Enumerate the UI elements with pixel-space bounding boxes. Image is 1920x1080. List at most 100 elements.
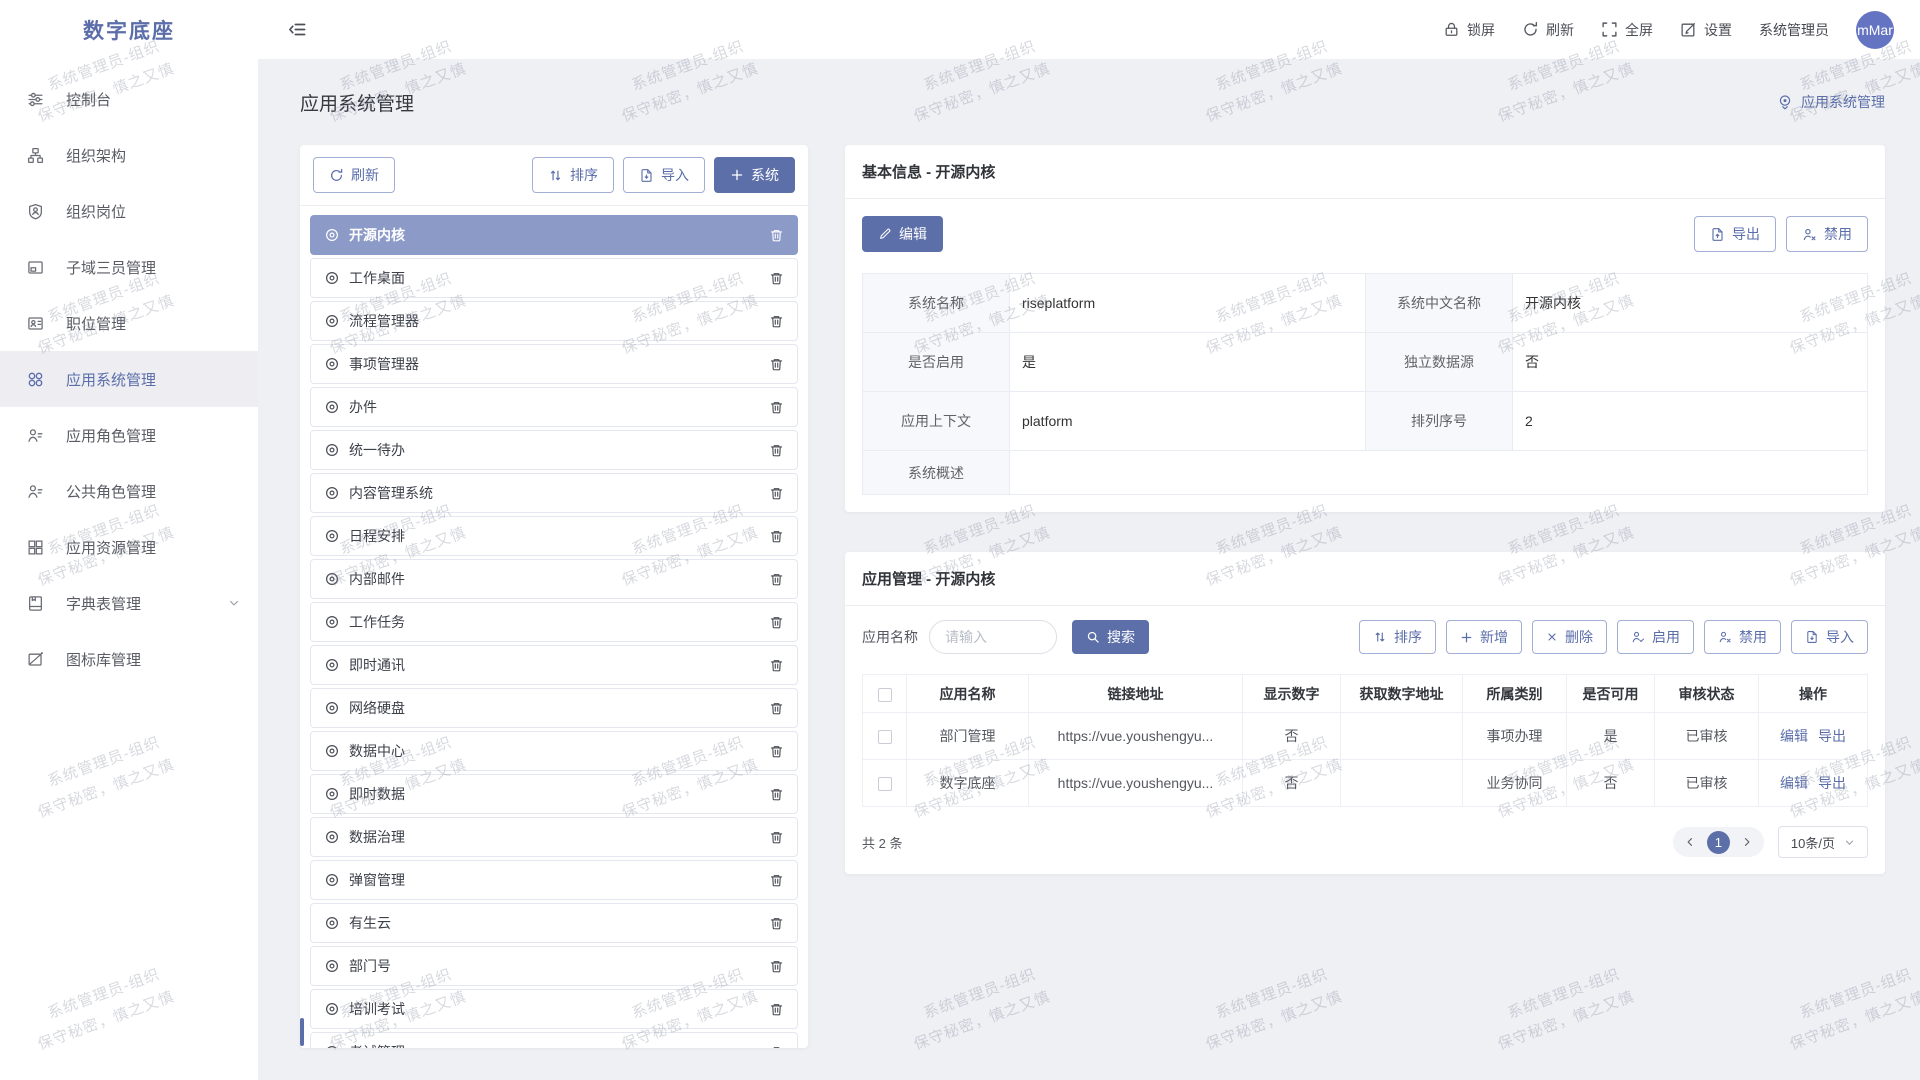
trash-icon[interactable]: [769, 400, 784, 415]
field-value: [1009, 450, 1868, 495]
sidebar-item-console[interactable]: 控制台: [0, 71, 258, 127]
page-size-select[interactable]: 10条/页: [1777, 826, 1868, 858]
topbar: 锁屏 刷新 全屏 设置 系统管理员 mMar: [258, 0, 1920, 59]
system-list-item[interactable]: 工作桌面: [310, 258, 798, 298]
search-icon: [1086, 630, 1100, 644]
select-all-checkbox[interactable]: [877, 687, 892, 702]
field-label: 系统中文名称: [1365, 273, 1513, 333]
trash-icon[interactable]: [769, 959, 784, 974]
sort-systems-button[interactable]: 排序: [532, 157, 614, 193]
add-system-button[interactable]: 系统: [714, 157, 795, 193]
total-count: 共 2 条: [862, 835, 903, 851]
system-list-item[interactable]: 内容管理系统: [310, 473, 798, 513]
sidebar-item-dictionary[interactable]: 字典表管理: [0, 575, 258, 631]
disable-app-button[interactable]: 禁用: [1704, 620, 1781, 654]
edit-button[interactable]: 编辑: [862, 216, 943, 252]
cell-audit: 已审核: [1654, 712, 1759, 760]
trash-icon[interactable]: [769, 830, 784, 845]
system-list-item[interactable]: 即时通讯: [310, 645, 798, 685]
refresh-list-button[interactable]: 刷新: [313, 157, 395, 193]
trash-icon[interactable]: [769, 873, 784, 888]
delete-app-button[interactable]: 删除: [1532, 620, 1607, 654]
trash-icon[interactable]: [769, 572, 784, 587]
system-list-item[interactable]: 工作任务: [310, 602, 798, 642]
refresh-page-button[interactable]: 刷新: [1522, 20, 1574, 40]
trash-icon[interactable]: [769, 357, 784, 372]
trash-icon[interactable]: [769, 658, 784, 673]
username[interactable]: 系统管理员: [1759, 21, 1829, 38]
disable-button[interactable]: 禁用: [1786, 216, 1868, 252]
system-list-item[interactable]: 日程安排: [310, 516, 798, 556]
sidebar-item-position[interactable]: 职位管理: [0, 295, 258, 351]
system-list-item[interactable]: 网络硬盘: [310, 688, 798, 728]
system-list-item[interactable]: 培训考试: [310, 989, 798, 1029]
trash-icon[interactable]: [769, 228, 784, 243]
search-button[interactable]: 搜索: [1072, 620, 1149, 654]
person-x-icon: [1718, 630, 1732, 644]
sidebar-item-app-role[interactable]: 应用角色管理: [0, 407, 258, 463]
next-page-button[interactable]: [1741, 836, 1753, 848]
sidebar-item-public-role[interactable]: 公共角色管理: [0, 463, 258, 519]
system-list-item[interactable]: 即时数据: [310, 774, 798, 814]
system-list-item[interactable]: 考试管理: [310, 1032, 798, 1048]
trash-icon[interactable]: [769, 271, 784, 286]
system-list-item[interactable]: 事项管理器: [310, 344, 798, 384]
system-list-item[interactable]: 数据治理: [310, 817, 798, 857]
breadcrumb[interactable]: 应用系统管理: [1777, 92, 1885, 112]
plus-icon: [730, 168, 744, 182]
system-list-item[interactable]: 开源内核: [310, 215, 798, 255]
avatar[interactable]: mMar: [1856, 10, 1894, 49]
cell-app-name: 部门管理: [906, 712, 1029, 760]
page-number[interactable]: 1: [1706, 830, 1730, 854]
trash-icon[interactable]: [769, 615, 784, 630]
scrollbar-thumb[interactable]: [300, 1018, 304, 1046]
app-name-input[interactable]: [929, 620, 1057, 654]
pager-pill: 1: [1672, 827, 1764, 857]
circled-dot-icon: [324, 442, 340, 458]
export-row-link[interactable]: 导出: [1818, 728, 1846, 744]
sidebar-item-org-structure[interactable]: 组织架构: [0, 127, 258, 183]
system-list-item[interactable]: 数据中心: [310, 731, 798, 771]
system-list-item[interactable]: 有生云: [310, 903, 798, 943]
settings-button[interactable]: 设置: [1680, 20, 1732, 40]
row-checkbox[interactable]: [877, 777, 892, 792]
trash-icon[interactable]: [769, 443, 784, 458]
trash-icon[interactable]: [769, 529, 784, 544]
system-name: 培训考试: [349, 1001, 405, 1017]
edit-row-link[interactable]: 编辑: [1780, 728, 1808, 744]
trash-icon[interactable]: [769, 744, 784, 759]
system-list-item[interactable]: 流程管理器: [310, 301, 798, 341]
export-row-link[interactable]: 导出: [1818, 775, 1846, 791]
trash-icon[interactable]: [769, 486, 784, 501]
trash-icon[interactable]: [769, 314, 784, 329]
system-list-item[interactable]: 内部邮件: [310, 559, 798, 599]
sort-apps-button[interactable]: 排序: [1359, 620, 1436, 654]
add-app-button[interactable]: 新增: [1446, 620, 1522, 654]
person-x-icon: [1802, 227, 1817, 242]
sidebar-item-app-system[interactable]: 应用系统管理: [0, 351, 258, 407]
trash-icon[interactable]: [769, 916, 784, 931]
system-list-item[interactable]: 统一待办: [310, 430, 798, 470]
enable-app-button[interactable]: 启用: [1617, 620, 1694, 654]
export-button[interactable]: 导出: [1694, 216, 1776, 252]
collapse-sidebar-icon[interactable]: [288, 20, 307, 39]
prev-page-button[interactable]: [1684, 836, 1696, 848]
system-list-item[interactable]: 弹窗管理: [310, 860, 798, 900]
sidebar-item-app-resource[interactable]: 应用资源管理: [0, 519, 258, 575]
row-checkbox[interactable]: [877, 730, 892, 745]
sidebar-item-icon-library[interactable]: 图标库管理: [0, 631, 258, 687]
lock-screen-button[interactable]: 锁屏: [1443, 20, 1495, 40]
form-row: 系统概述: [862, 450, 1868, 495]
trash-icon[interactable]: [769, 787, 784, 802]
system-list-item[interactable]: 部门号: [310, 946, 798, 986]
trash-icon[interactable]: [769, 1002, 784, 1017]
import-app-button[interactable]: 导入: [1791, 620, 1868, 654]
system-list-item[interactable]: 办件: [310, 387, 798, 427]
sidebar-item-org-post[interactable]: 组织岗位: [0, 183, 258, 239]
sidebar-item-subdomain[interactable]: 子域三员管理: [0, 239, 258, 295]
trash-icon[interactable]: [769, 701, 784, 716]
trash-icon[interactable]: [769, 1045, 784, 1048]
import-systems-button[interactable]: 导入: [623, 157, 705, 193]
fullscreen-button[interactable]: 全屏: [1601, 20, 1653, 40]
edit-row-link[interactable]: 编辑: [1780, 775, 1808, 791]
